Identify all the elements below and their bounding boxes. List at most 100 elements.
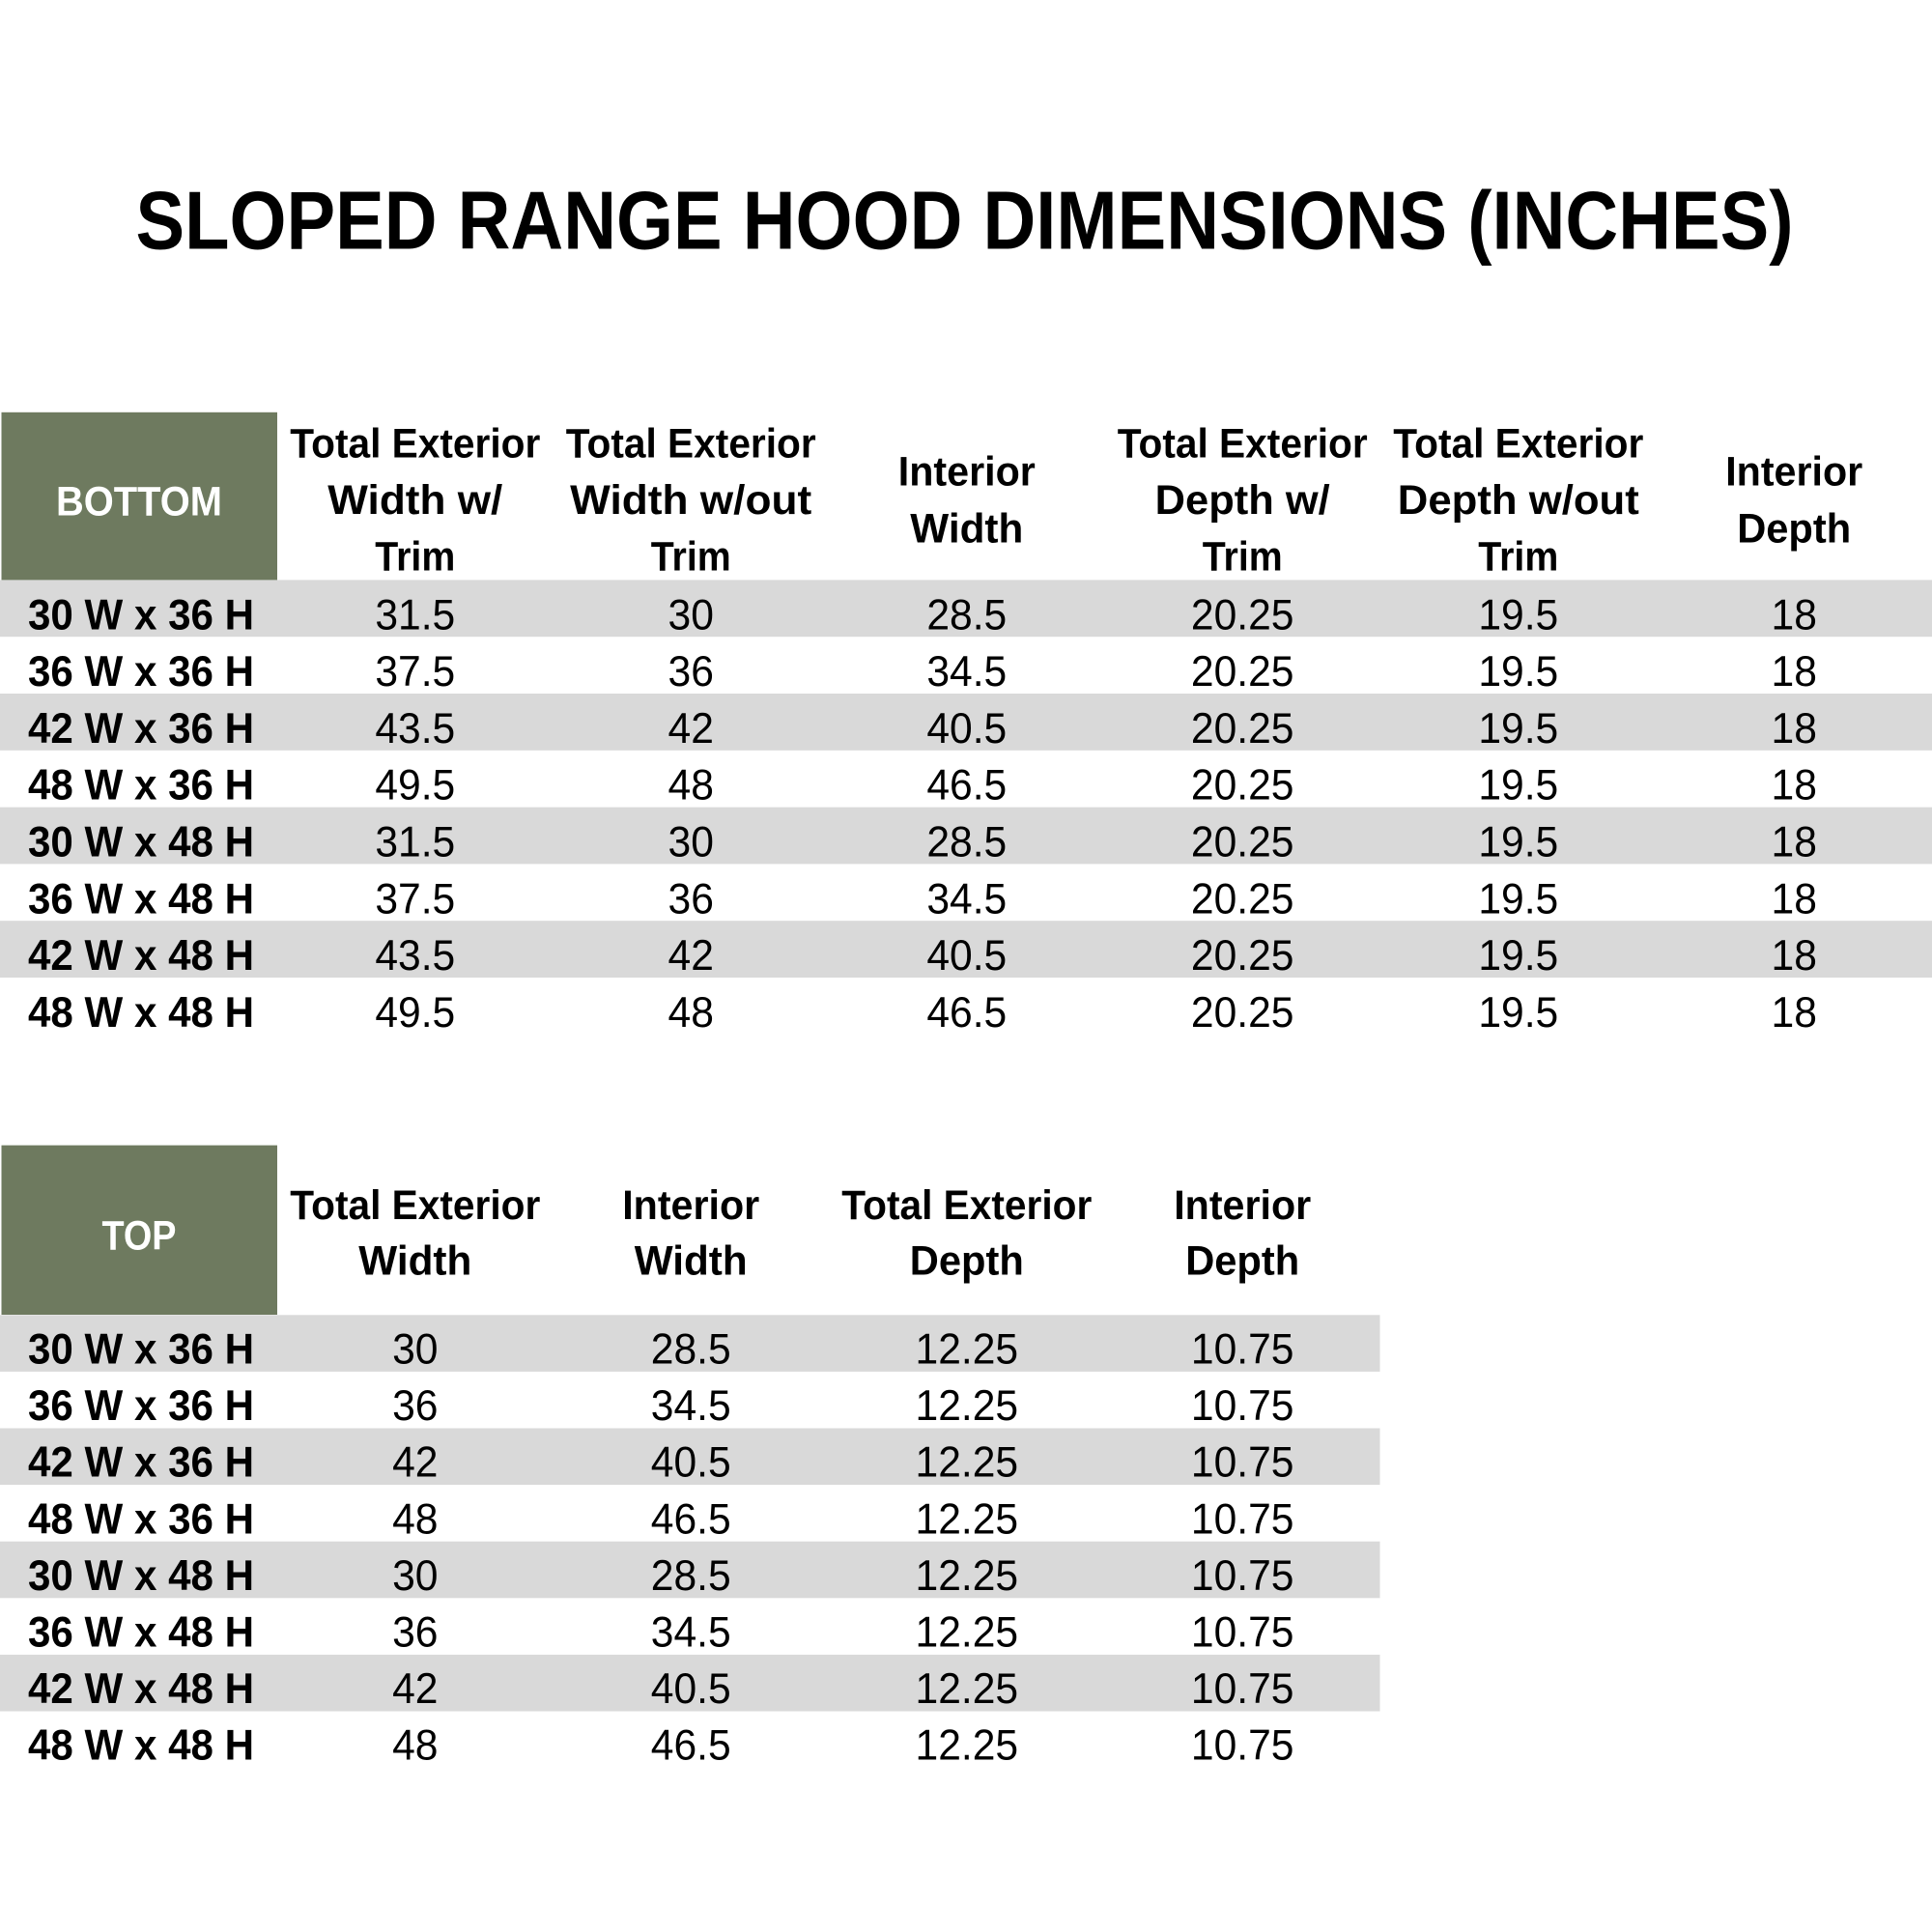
svg-text:18: 18 [1772,989,1817,1037]
svg-text:Interior: Interior [622,1182,759,1229]
svg-text:12.25: 12.25 [916,1552,1019,1600]
svg-text:18: 18 [1772,705,1817,753]
svg-text:30: 30 [392,1552,438,1600]
svg-text:30: 30 [668,819,714,867]
svg-text:42: 42 [668,932,714,980]
svg-text:BOTTOM: BOTTOM [56,479,222,525]
svg-text:48: 48 [668,989,714,1037]
svg-text:48: 48 [392,1722,438,1770]
svg-text:42: 42 [392,1665,438,1713]
svg-text:10.75: 10.75 [1191,1552,1294,1600]
svg-text:48: 48 [392,1495,438,1543]
svg-text:46.5: 46.5 [926,762,1007,810]
svg-text:Width: Width [358,1237,471,1284]
svg-text:48 W x 48 H: 48 W x 48 H [28,989,254,1037]
svg-text:36 W x 36 H: 36 W x 36 H [28,648,254,696]
svg-text:28.5: 28.5 [651,1326,731,1374]
svg-text:20.25: 20.25 [1191,762,1294,810]
svg-text:48: 48 [668,762,714,810]
svg-text:42 W x 48 H: 42 W x 48 H [28,1665,254,1713]
svg-text:19.5: 19.5 [1478,705,1558,753]
svg-text:37.5: 37.5 [375,648,455,696]
svg-text:Total Exterior: Total Exterior [1393,420,1643,467]
svg-text:19.5: 19.5 [1478,989,1558,1037]
svg-text:10.75: 10.75 [1191,1382,1294,1430]
svg-text:Width w/: Width w/ [327,477,502,524]
svg-text:TOP: TOP [102,1214,177,1260]
svg-text:48 W x 36 H: 48 W x 36 H [28,1495,254,1543]
svg-text:36: 36 [668,648,714,696]
svg-text:19.5: 19.5 [1478,591,1558,639]
svg-text:48 W x 48 H: 48 W x 48 H [28,1722,254,1770]
svg-text:19.5: 19.5 [1478,648,1558,696]
svg-text:42: 42 [668,705,714,753]
svg-text:SLOPED RANGE HOOD DIMENSIONS (: SLOPED RANGE HOOD DIMENSIONS (INCHES) [136,175,1794,267]
svg-text:10.75: 10.75 [1191,1495,1294,1543]
svg-text:12.25: 12.25 [916,1495,1019,1543]
svg-text:31.5: 31.5 [375,591,455,639]
svg-text:46.5: 46.5 [651,1495,731,1543]
svg-text:49.5: 49.5 [375,989,455,1037]
svg-text:Interior: Interior [1174,1182,1311,1229]
svg-text:10.75: 10.75 [1191,1439,1294,1487]
svg-text:Trim: Trim [1478,534,1558,581]
svg-text:Total Exterior: Total Exterior [290,420,540,467]
svg-text:43.5: 43.5 [375,932,455,980]
svg-text:10.75: 10.75 [1191,1326,1294,1374]
svg-text:30 W x 48 H: 30 W x 48 H [28,1552,254,1600]
svg-text:20.25: 20.25 [1191,989,1294,1037]
svg-text:34.5: 34.5 [926,875,1007,923]
svg-text:30: 30 [392,1326,438,1374]
svg-text:46.5: 46.5 [651,1722,731,1770]
svg-text:28.5: 28.5 [926,819,1007,867]
svg-text:20.25: 20.25 [1191,875,1294,923]
svg-text:Depth: Depth [910,1237,1024,1284]
svg-text:Trim: Trim [375,534,455,581]
svg-text:12.25: 12.25 [916,1439,1019,1487]
svg-text:Width w/out: Width w/out [570,477,811,524]
svg-text:18: 18 [1772,591,1817,639]
svg-text:28.5: 28.5 [651,1552,731,1600]
svg-text:20.25: 20.25 [1191,819,1294,867]
svg-text:18: 18 [1772,819,1817,867]
svg-text:19.5: 19.5 [1478,932,1558,980]
svg-text:Depth w/out: Depth w/out [1398,477,1639,524]
svg-text:42 W x 36 H: 42 W x 36 H [28,705,254,753]
svg-text:12.25: 12.25 [916,1609,1019,1657]
svg-text:49.5: 49.5 [375,762,455,810]
svg-text:30 W x 48 H: 30 W x 48 H [28,819,254,867]
svg-text:30 W x 36 H: 30 W x 36 H [28,1326,254,1374]
svg-text:Interior: Interior [1725,449,1862,496]
svg-text:12.25: 12.25 [916,1722,1019,1770]
svg-text:19.5: 19.5 [1478,819,1558,867]
svg-text:Width: Width [635,1237,748,1284]
svg-text:36 W x 36 H: 36 W x 36 H [28,1382,254,1430]
svg-text:18: 18 [1772,762,1817,810]
svg-text:30: 30 [668,591,714,639]
svg-text:36: 36 [392,1382,438,1430]
svg-text:Total Exterior: Total Exterior [841,1182,1092,1229]
svg-text:36: 36 [668,875,714,923]
svg-text:19.5: 19.5 [1478,875,1558,923]
svg-text:18: 18 [1772,932,1817,980]
svg-text:Trim: Trim [1203,534,1283,581]
svg-text:40.5: 40.5 [926,932,1007,980]
svg-text:Total Exterior: Total Exterior [290,1182,540,1229]
svg-text:19.5: 19.5 [1478,762,1558,810]
svg-text:34.5: 34.5 [651,1609,731,1657]
svg-text:30 W x 36 H: 30 W x 36 H [28,591,254,639]
svg-text:20.25: 20.25 [1191,648,1294,696]
svg-text:20.25: 20.25 [1191,591,1294,639]
svg-text:42: 42 [392,1439,438,1487]
svg-text:42 W x 36 H: 42 W x 36 H [28,1439,254,1487]
svg-text:20.25: 20.25 [1191,932,1294,980]
svg-text:34.5: 34.5 [651,1382,731,1430]
svg-text:34.5: 34.5 [926,648,1007,696]
svg-text:Depth: Depth [1737,505,1851,552]
svg-text:10.75: 10.75 [1191,1665,1294,1713]
svg-text:28.5: 28.5 [926,591,1007,639]
svg-text:31.5: 31.5 [375,819,455,867]
svg-text:Trim: Trim [651,534,731,581]
svg-text:36 W x 48 H: 36 W x 48 H [28,875,254,923]
svg-text:18: 18 [1772,648,1817,696]
